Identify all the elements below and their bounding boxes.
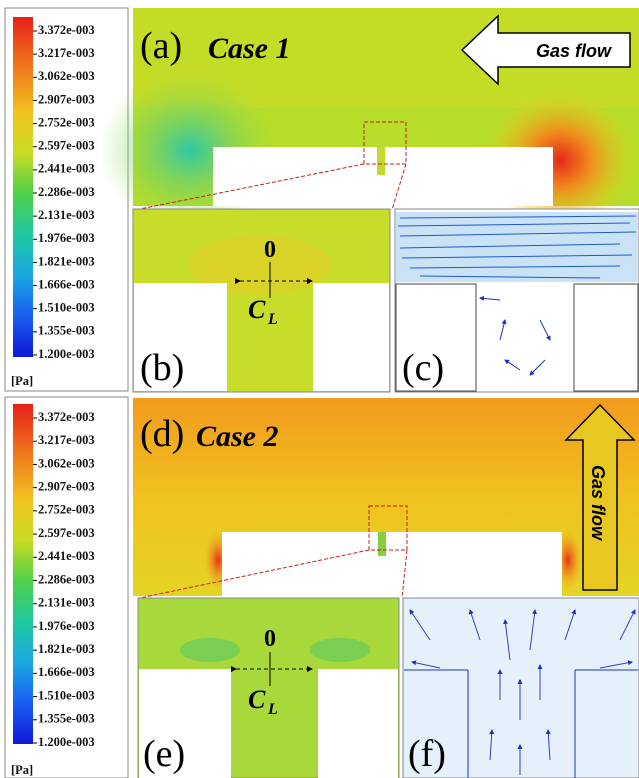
colorbar-label: 2.752e-003	[38, 115, 95, 129]
colorbar-label: 1.200e-003	[38, 735, 95, 749]
panel-label: (b)	[140, 347, 184, 389]
panel-d: (d) Case 2 Gas flow	[133, 398, 639, 598]
colorbar-label: 3.372e-003	[38, 23, 95, 37]
colorbar-label: 3.372e-003	[38, 410, 95, 424]
colorbar-label: 2.907e-003	[38, 480, 95, 494]
case-title: Case 2	[196, 420, 279, 453]
axis-label: C	[248, 295, 266, 324]
case-title: Case 1	[208, 32, 291, 65]
origin-label: 0	[264, 626, 276, 652]
colorbar-label: 3.062e-003	[38, 69, 95, 83]
colorbar-unit: [Pa]	[11, 374, 33, 388]
colorbar-label: 1.355e-003	[38, 712, 95, 726]
colorbar-label: 2.286e-003	[38, 185, 95, 199]
colorbar	[13, 404, 33, 744]
colorbar-label: 2.597e-003	[38, 139, 95, 153]
colorbar-unit: [Pa]	[11, 763, 33, 777]
panel-label: (d)	[140, 413, 184, 455]
origin-label: 0	[264, 237, 276, 263]
colorbar-label: 2.597e-003	[38, 526, 95, 540]
flow-label: Gas flow	[588, 465, 608, 541]
colorbar-label: 3.217e-003	[38, 433, 95, 447]
axis-subscript: L	[267, 701, 278, 718]
colorbar-label: 2.907e-003	[38, 92, 95, 106]
panel-c: (c)	[395, 209, 639, 392]
colorbar-label: 2.286e-003	[38, 572, 95, 586]
panel-e: 0 C L (e)	[138, 598, 399, 778]
colorbar-label: 2.752e-003	[38, 503, 95, 517]
colorbar-label: 2.441e-003	[38, 162, 95, 176]
panel-label: (c)	[402, 347, 444, 389]
colorbar	[13, 17, 33, 357]
colorbar-label: 2.131e-003	[38, 596, 95, 610]
axis-label: C	[248, 685, 266, 714]
colorbar-label: 1.821e-003	[38, 642, 95, 656]
colorbar-label: 3.062e-003	[38, 456, 95, 470]
colorbar-label: 1.666e-003	[38, 665, 95, 679]
colorbar-label: 1.510e-003	[38, 688, 95, 702]
colorbar-label: 3.217e-003	[38, 46, 95, 60]
panel-label: (a)	[140, 25, 182, 67]
colorbar-label: 1.976e-003	[38, 231, 95, 245]
panel-f: (f)	[403, 598, 639, 778]
colorbar-label: 2.131e-003	[38, 208, 95, 222]
flow-label: Gas flow	[536, 41, 612, 61]
colorbar-label: 1.200e-003	[38, 347, 95, 361]
panel-b: 0 C L (b)	[133, 209, 390, 392]
figure: 3.372e-003 3.217e-003 3.062e-003 2.907e-003…	[0, 0, 639, 778]
axis-subscript: L	[267, 311, 278, 328]
panel-label: (e)	[143, 733, 185, 775]
panel-label: (f)	[408, 733, 446, 775]
panel-a: (a) Case 1 Gas flow	[100, 8, 639, 230]
colorbar-label: 2.441e-003	[38, 549, 95, 563]
colorbar-label: 1.355e-003	[38, 324, 95, 338]
colorbar-label: 1.976e-003	[38, 619, 95, 633]
colorbar-label: 1.821e-003	[38, 254, 95, 268]
colorbar-label: 1.510e-003	[38, 301, 95, 315]
colorbar-label: 1.666e-003	[38, 277, 95, 291]
